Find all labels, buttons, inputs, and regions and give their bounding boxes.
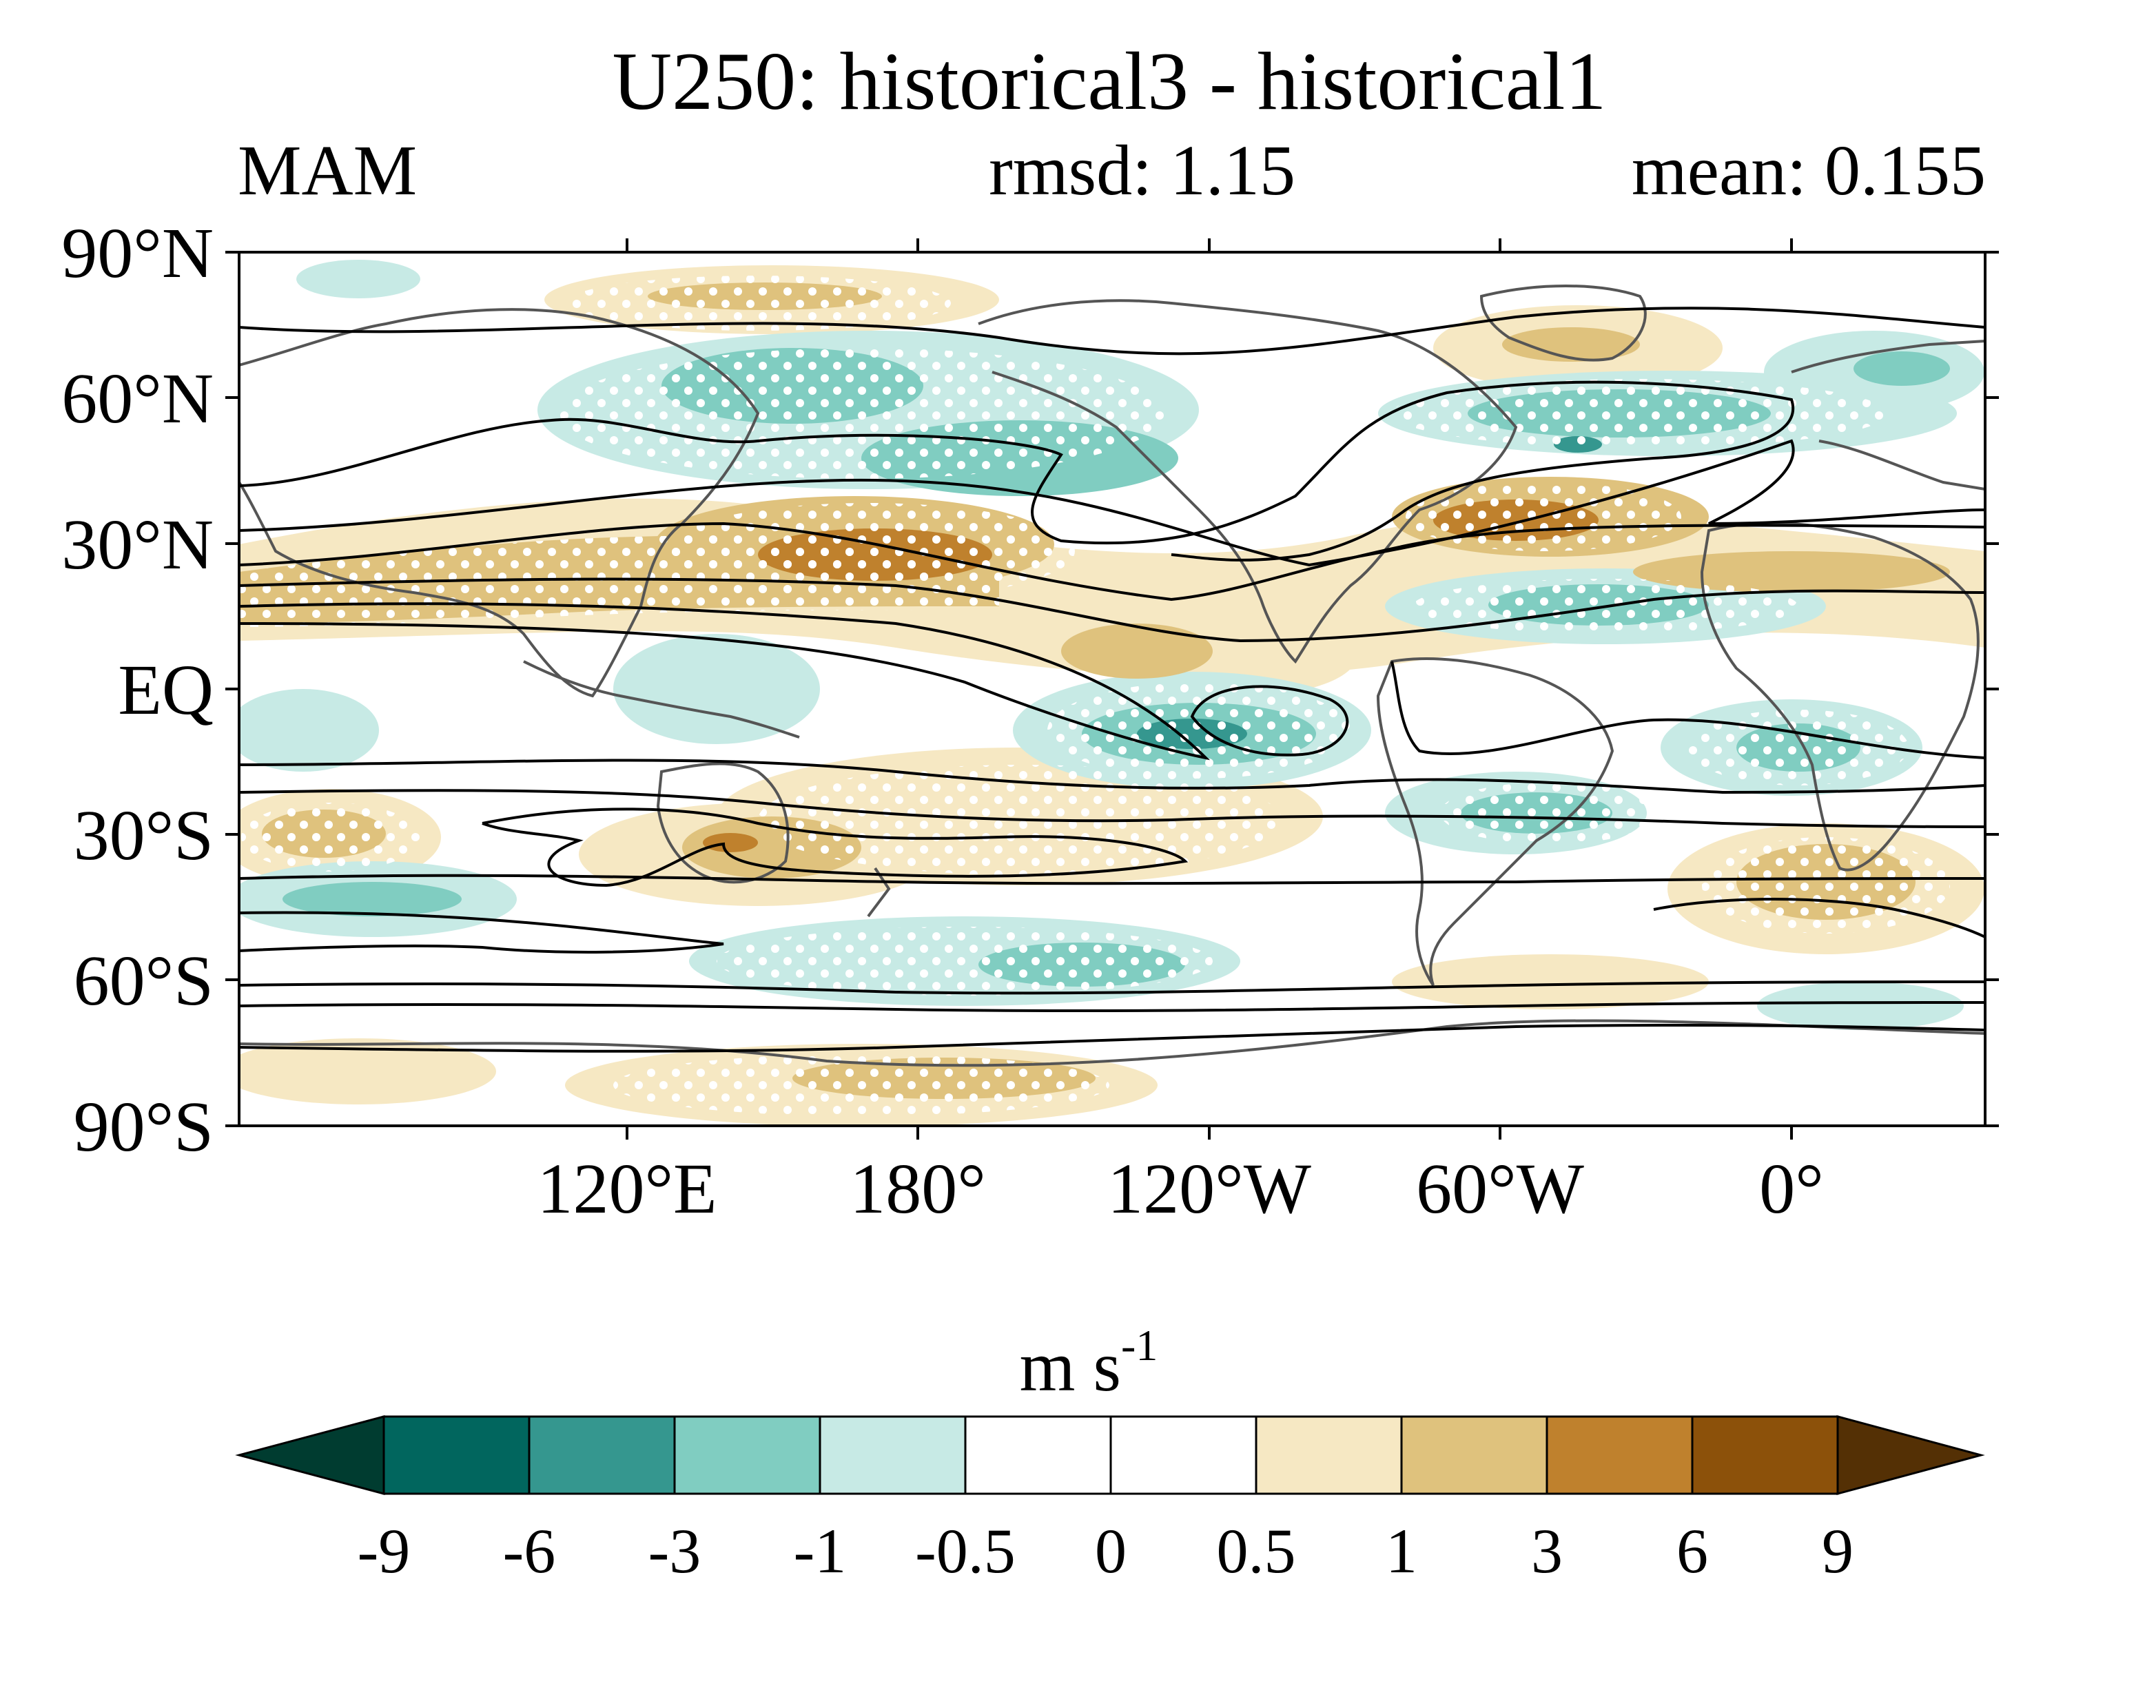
colorbar-box bbox=[1255, 1415, 1403, 1495]
lat-label: EQ bbox=[118, 650, 214, 730]
lon-label: 180° bbox=[850, 1149, 986, 1228]
map-frame bbox=[225, 238, 1999, 1140]
lon-label: 60°W bbox=[1416, 1149, 1584, 1228]
rmsd-label: rmsd: 1.15 bbox=[989, 131, 1295, 210]
lon-label: 0° bbox=[1759, 1149, 1824, 1228]
colorbar-labels: -9 -6 -3 -1 -0.5 0 0.5 1 3 6 9 bbox=[358, 1516, 1854, 1586]
colorbar-box bbox=[673, 1415, 821, 1495]
lon-label: 120°E bbox=[537, 1149, 717, 1228]
colorbar-box bbox=[528, 1415, 676, 1495]
map-field bbox=[239, 252, 1985, 1126]
lat-label: 30°S bbox=[74, 796, 214, 875]
colorbar-box bbox=[1691, 1415, 1839, 1495]
lat-label: 90°S bbox=[74, 1087, 214, 1166]
colorbar-tick-label: -6 bbox=[503, 1516, 556, 1586]
colorbar-box bbox=[1109, 1415, 1257, 1495]
climatology-contours bbox=[239, 307, 1985, 1053]
colorbar bbox=[235, 1415, 1985, 1495]
colorbar-tick-label: 6 bbox=[1676, 1516, 1708, 1586]
colorbar-box bbox=[819, 1415, 967, 1495]
lat-label: 30°N bbox=[61, 505, 214, 584]
colorbar-box bbox=[1400, 1415, 1548, 1495]
lat-label: 90°N bbox=[61, 214, 214, 293]
colorbar-box bbox=[1546, 1415, 1694, 1495]
colorbar-unit: m s-1 bbox=[1020, 1321, 1158, 1406]
colorbar-tick-label: 3 bbox=[1531, 1516, 1563, 1586]
colorbar-tick-label: 0.5 bbox=[1217, 1516, 1296, 1586]
colorbar-tick-label: -3 bbox=[648, 1516, 701, 1586]
colorbar-extend-low bbox=[235, 1415, 385, 1495]
lat-label: 60°S bbox=[74, 941, 214, 1020]
colorbar-tick-label: -1 bbox=[794, 1516, 847, 1586]
colorbar-box bbox=[964, 1415, 1112, 1495]
season-label: MAM bbox=[238, 131, 417, 210]
plot-title: U250: historical3 - historical1 bbox=[612, 35, 1606, 127]
colorbar-extend-high bbox=[1836, 1415, 1985, 1495]
lon-label: 120°W bbox=[1107, 1149, 1311, 1228]
lat-label: 60°N bbox=[61, 359, 214, 438]
colorbar-tick-label: -0.5 bbox=[915, 1516, 1016, 1586]
colorbar-tick-label: -9 bbox=[358, 1516, 411, 1586]
coastlines bbox=[239, 285, 1985, 1067]
lon-labels: 120°E 180° 120°W 60°W 0° bbox=[537, 1149, 1823, 1228]
colorbar-box bbox=[382, 1415, 531, 1495]
lat-labels: 90°N 60°N 30°N EQ 30°S 60°S 90°S bbox=[61, 214, 214, 1166]
colorbar-tick-label: 1 bbox=[1386, 1516, 1417, 1586]
colorbar-tick-label: 0 bbox=[1095, 1516, 1127, 1586]
mean-label: mean: 0.155 bbox=[1632, 131, 1986, 210]
colorbar-tick-label: 9 bbox=[1822, 1516, 1854, 1586]
